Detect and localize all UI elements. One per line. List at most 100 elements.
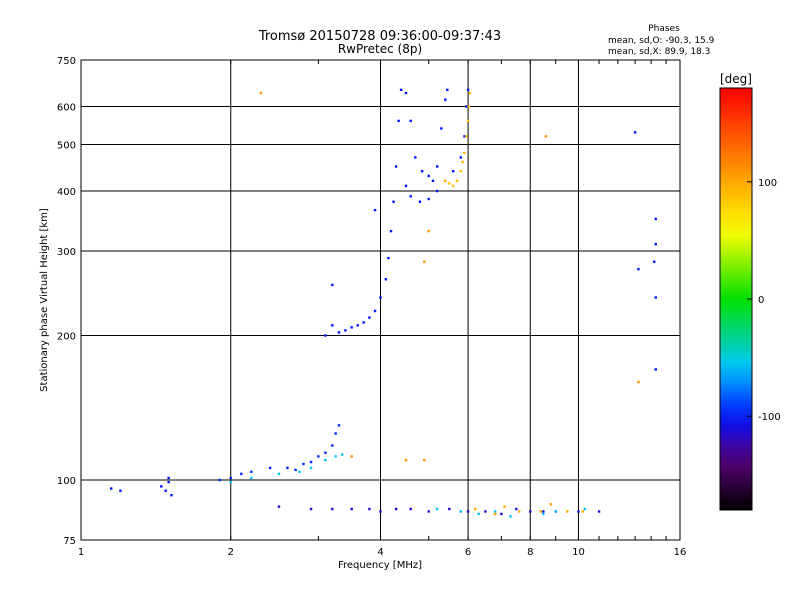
data-point	[394, 507, 398, 511]
data-point	[431, 179, 435, 183]
data-point	[577, 510, 580, 513]
data-point	[542, 512, 545, 516]
data-point	[331, 283, 334, 287]
data-point	[397, 119, 400, 123]
data-point	[294, 468, 297, 472]
y-tick-label: 100	[57, 476, 76, 487]
phase-stats-heading: Phases	[648, 24, 680, 34]
data-point	[529, 510, 532, 513]
data-point	[493, 512, 497, 516]
data-point	[446, 88, 449, 92]
data-point	[427, 174, 430, 178]
data-point	[409, 119, 412, 123]
data-point	[542, 510, 545, 513]
data-point	[368, 507, 371, 511]
data-point	[167, 476, 170, 480]
data-point	[554, 510, 557, 513]
data-point	[503, 505, 506, 508]
data-point	[350, 455, 353, 458]
colorbar-tick-label: -100	[758, 412, 781, 423]
data-point	[448, 507, 451, 511]
data-point	[493, 510, 497, 513]
data-point	[484, 510, 487, 513]
data-point	[164, 489, 167, 492]
data-point	[435, 189, 439, 193]
data-point	[259, 91, 263, 95]
data-point	[373, 309, 377, 313]
data-point	[467, 105, 471, 108]
data-point	[324, 458, 327, 462]
data-point	[337, 424, 341, 427]
data-point	[544, 135, 548, 138]
x-tick-label: 4	[377, 547, 383, 558]
colorbar-tick-label: 100	[758, 178, 777, 189]
x-tick-label: 1	[78, 547, 84, 558]
data-point	[451, 184, 455, 188]
data-point	[350, 507, 353, 511]
data-point	[409, 507, 412, 511]
data-point	[394, 165, 398, 168]
data-point	[218, 478, 221, 482]
data-point	[334, 455, 337, 458]
data-point	[229, 476, 232, 480]
data-point	[392, 200, 395, 203]
data-point	[597, 510, 601, 513]
y-tick-label: 750	[57, 56, 76, 67]
data-point	[119, 489, 122, 492]
data-point	[309, 507, 313, 511]
data-point	[459, 510, 462, 513]
data-point	[170, 493, 173, 497]
data-point	[324, 334, 327, 337]
data-point	[331, 507, 334, 511]
data-point	[465, 135, 468, 138]
colorbar-label: [deg]	[720, 72, 752, 86]
data-point	[334, 432, 337, 435]
data-point	[444, 98, 447, 101]
data-point	[654, 296, 657, 299]
data-point	[465, 105, 468, 108]
data-point	[451, 169, 455, 173]
data-point	[379, 510, 382, 513]
data-point	[566, 510, 569, 513]
data-point	[459, 156, 462, 159]
data-point	[633, 131, 637, 134]
data-point	[435, 165, 439, 168]
data-point	[240, 472, 243, 476]
data-point	[277, 472, 281, 476]
data-point	[435, 507, 439, 511]
data-point	[500, 512, 503, 516]
data-point	[250, 470, 253, 474]
data-point	[466, 510, 470, 513]
data-point	[654, 242, 657, 246]
colorbar-tick-label: 0	[758, 295, 764, 306]
data-point	[268, 466, 272, 470]
data-point	[298, 470, 301, 474]
data-point	[331, 324, 334, 327]
data-point	[109, 487, 113, 490]
data-point	[286, 466, 289, 470]
data-point	[637, 267, 640, 271]
data-point	[229, 480, 232, 484]
x-tick-label: 6	[465, 547, 471, 558]
data-point	[654, 368, 657, 371]
data-point	[444, 179, 447, 183]
data-point	[399, 88, 403, 92]
data-point	[461, 160, 464, 164]
y-axis-label: Stationary phase Virtual Height [km]	[39, 208, 50, 392]
data-point	[373, 208, 377, 212]
data-point	[581, 510, 584, 513]
data-point	[539, 510, 542, 513]
data-point	[384, 278, 388, 281]
data-point	[302, 462, 305, 466]
chart-title: Tromsø 20150728 09:36:00-09:37:43	[258, 29, 501, 44]
data-point	[368, 316, 371, 319]
data-point	[459, 169, 462, 173]
data-point	[423, 260, 426, 263]
data-point	[654, 217, 657, 221]
data-point	[463, 151, 466, 155]
data-point	[517, 510, 521, 513]
data-point	[362, 321, 365, 324]
data-point	[420, 169, 424, 173]
